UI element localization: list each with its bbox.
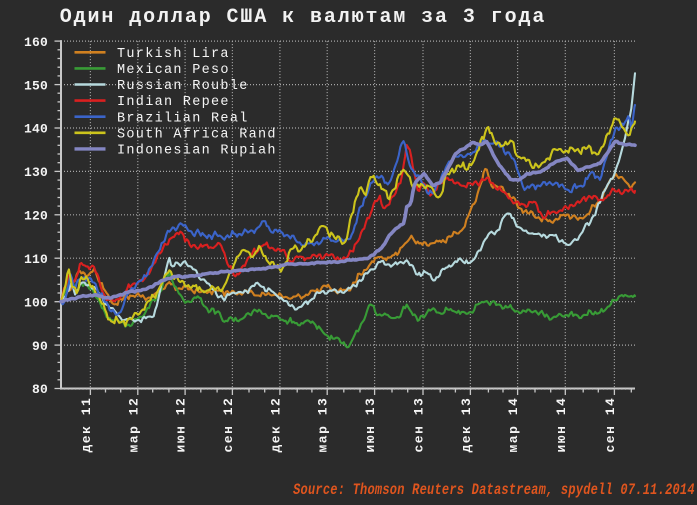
- svg-text:Turkish Lira: Turkish Lira: [117, 47, 230, 62]
- svg-text:South Africa Rand: South Africa Rand: [117, 127, 277, 142]
- svg-text:140: 140: [24, 122, 48, 137]
- svg-text:мар 14: мар 14: [506, 397, 521, 453]
- svg-text:Brazilian Real: Brazilian Real: [117, 111, 249, 126]
- svg-text:дек 12: дек 12: [268, 397, 283, 453]
- svg-text:июн 14: июн 14: [554, 397, 569, 453]
- svg-text:100: 100: [24, 295, 48, 310]
- svg-text:дек 13: дек 13: [459, 397, 474, 453]
- svg-text:150: 150: [24, 78, 48, 93]
- svg-text:сен 14: сен 14: [603, 397, 618, 453]
- svg-text:130: 130: [24, 165, 48, 180]
- svg-text:Russian Rouble: Russian Rouble: [117, 79, 249, 94]
- svg-text:дек 11: дек 11: [79, 397, 94, 453]
- svg-text:мар 13: мар 13: [316, 397, 331, 453]
- svg-text:мар 12: мар 12: [126, 397, 141, 453]
- svg-text:160: 160: [24, 35, 48, 50]
- svg-text:Mexican Peso: Mexican Peso: [117, 63, 230, 78]
- svg-text:110: 110: [24, 252, 48, 267]
- svg-text:90: 90: [32, 339, 48, 354]
- svg-text:Indonesian Rupiah: Indonesian Rupiah: [117, 144, 277, 159]
- svg-text:Source: Thomson Reuters Datast: Source: Thomson Reuters Datastream, spyd…: [293, 482, 695, 500]
- svg-text:сен 12: сен 12: [221, 397, 236, 453]
- svg-text:июн 12: июн 12: [174, 397, 189, 453]
- svg-text:Один доллар США к валютам за 3: Один доллар США к валютам за 3 года: [60, 6, 547, 29]
- svg-text:120: 120: [24, 209, 48, 224]
- svg-text:80: 80: [32, 382, 48, 397]
- svg-text:Indian Repee: Indian Repee: [117, 95, 230, 110]
- svg-text:сен 13: сен 13: [412, 397, 427, 453]
- svg-text:июн 13: июн 13: [363, 397, 378, 453]
